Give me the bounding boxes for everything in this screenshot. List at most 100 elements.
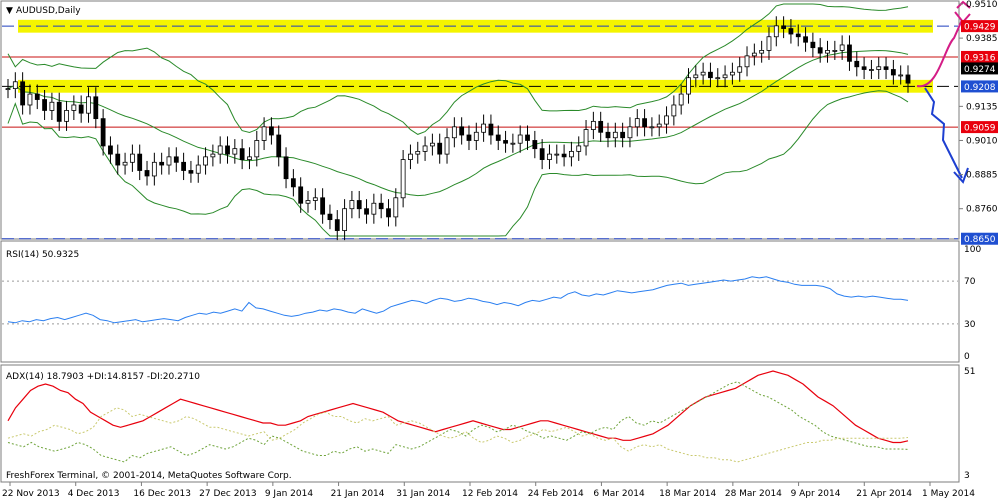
candle-body xyxy=(590,120,596,130)
time-tick-label: 28 Mar 2014 xyxy=(725,489,782,499)
candle-body xyxy=(781,25,787,29)
price-tick-label: 0.8760 xyxy=(966,205,998,215)
candle-body xyxy=(166,156,172,166)
candle-body xyxy=(547,153,552,160)
adx-layer xyxy=(7,370,909,463)
candle-body xyxy=(64,110,69,122)
candle-body xyxy=(671,104,677,117)
candle-body xyxy=(364,208,369,215)
candle-body xyxy=(451,126,457,139)
candle-body xyxy=(722,74,728,79)
candle-body xyxy=(642,118,647,128)
candle-body xyxy=(495,134,501,141)
candle-body xyxy=(825,50,830,54)
candle-body xyxy=(773,25,779,38)
price-level-label: 0.8650 xyxy=(964,235,996,245)
forecast-arrow-down-head xyxy=(953,167,969,184)
candle-body xyxy=(393,197,399,218)
candle-body xyxy=(905,74,911,84)
candle-body xyxy=(532,140,538,150)
forecast-arrow-down xyxy=(924,87,963,179)
candle-body xyxy=(481,123,487,133)
candle-body xyxy=(56,101,62,122)
candle-body xyxy=(137,153,143,171)
candle-body xyxy=(803,36,808,43)
candle-body xyxy=(561,153,567,158)
candle-body xyxy=(129,153,135,163)
price-tick-label: 0.9385 xyxy=(966,34,998,44)
candle-body xyxy=(78,104,84,114)
candle-body xyxy=(34,93,40,100)
candle-body xyxy=(327,213,333,221)
lower-band-line xyxy=(7,90,909,237)
candle-body xyxy=(254,140,260,158)
time-tick-label: 1 May 2014 xyxy=(922,489,975,499)
time-tick-label: 12 Feb 2014 xyxy=(462,489,518,499)
candle-body xyxy=(854,60,860,68)
price-level-label: 0.9316 xyxy=(964,53,996,63)
candle-body xyxy=(378,202,384,210)
time-tick-label: 22 Nov 2013 xyxy=(2,489,60,499)
candle-body xyxy=(159,161,165,166)
candle-body xyxy=(686,77,691,95)
candle-body xyxy=(473,131,479,141)
candle-body xyxy=(232,148,238,155)
adx-title: ADX(14) 18.7903 +DI:14.8157 -DI:20.2710 xyxy=(6,372,200,382)
candle-body xyxy=(459,126,465,136)
candle-body xyxy=(510,142,516,145)
candle-body xyxy=(832,50,838,52)
candle-body xyxy=(49,101,55,111)
time-tick-label: 9 Apr 2014 xyxy=(791,489,841,499)
time-tick-label: 31 Jan 2014 xyxy=(396,489,450,499)
adx-tick-label: 3 xyxy=(964,471,970,481)
candle-body xyxy=(100,118,106,147)
candle-body xyxy=(612,131,618,139)
candle-body xyxy=(247,156,252,160)
candle-body xyxy=(298,186,304,204)
candle-body xyxy=(729,71,735,76)
price-level-box xyxy=(961,62,998,75)
price-layer xyxy=(2,0,971,241)
rsi-title: RSI(14) 50.9325 xyxy=(6,250,79,260)
candle-body xyxy=(20,81,26,106)
rsi-tick-label: 30 xyxy=(964,320,976,330)
candle-body xyxy=(349,200,355,210)
time-tick-label: 16 Dec 2013 xyxy=(133,489,191,499)
candle-body xyxy=(861,66,867,70)
support-zone xyxy=(18,19,933,33)
adx-line xyxy=(7,370,909,444)
time-tick-label: 6 Mar 2014 xyxy=(593,489,645,499)
candle-body xyxy=(664,115,669,125)
price-level-label: 0.9059 xyxy=(964,124,996,134)
rsi-tick-label: 100 xyxy=(964,245,981,255)
rsi-tick-label: 70 xyxy=(964,277,976,287)
candle-body xyxy=(225,145,230,155)
price-level-box xyxy=(961,121,998,134)
candle-body xyxy=(605,131,611,139)
rsi-panel xyxy=(0,240,960,363)
candle-body xyxy=(122,161,128,166)
price-level-box xyxy=(961,50,998,63)
candle-body xyxy=(744,55,750,68)
forecast-arrow-up-head xyxy=(956,0,971,9)
time-tick-label: 21 Apr 2014 xyxy=(856,489,912,499)
candle-body xyxy=(890,69,896,76)
price-level-box xyxy=(961,80,998,93)
symbol-menu-icon[interactable]: ▼ xyxy=(6,6,13,16)
candle-body xyxy=(737,66,743,73)
candle-body xyxy=(759,50,765,54)
candle-body xyxy=(320,197,326,215)
candle-body xyxy=(386,208,391,218)
price-level-box xyxy=(961,20,998,33)
price-level-label: 0.9274 xyxy=(964,65,996,75)
support-zone xyxy=(18,79,933,93)
candle-body xyxy=(649,126,655,129)
candle-body xyxy=(656,123,662,128)
price-tick-label: 0.8885 xyxy=(966,171,998,181)
candle-body xyxy=(576,145,582,152)
candle-body xyxy=(715,77,721,80)
candle-body xyxy=(883,66,889,70)
candle-body xyxy=(751,52,757,57)
candle-body xyxy=(839,44,845,51)
rsi-tick-label: 0 xyxy=(964,352,970,362)
